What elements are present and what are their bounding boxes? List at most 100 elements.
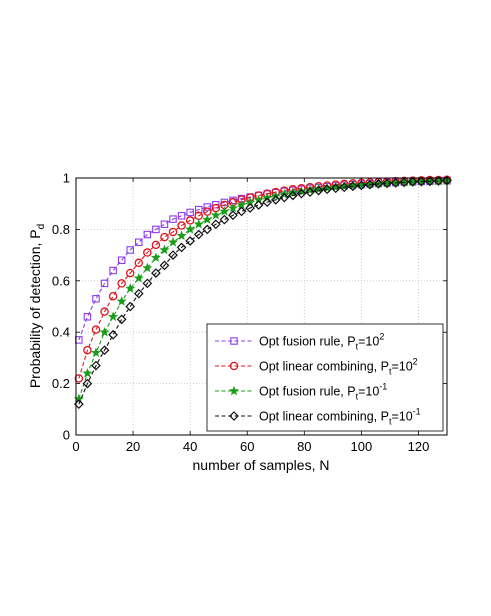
data-point	[229, 361, 239, 371]
data-point	[356, 180, 367, 191]
data-point	[364, 178, 375, 189]
legend-label-subscript: t	[356, 392, 359, 402]
legend-label-subscript: t	[389, 367, 392, 377]
data-point	[186, 208, 194, 217]
legend-label-main: Opt linear combining, P	[259, 410, 389, 424]
legend-label: Opt fusion rule, Pt=10-1	[259, 382, 387, 402]
data-point	[108, 291, 118, 301]
y-tick-label: 0.2	[52, 376, 70, 391]
data-point	[160, 220, 169, 229]
legend-label-superscript: -1	[379, 382, 387, 392]
legend-label-subscript: t	[389, 417, 392, 427]
data-point	[185, 216, 195, 225]
data-point	[109, 266, 117, 275]
data-point	[339, 182, 350, 193]
data-point	[134, 258, 144, 268]
data-point	[168, 227, 178, 237]
data-point	[356, 179, 367, 189]
data-point	[117, 279, 126, 288]
data-point	[99, 326, 110, 337]
data-point	[125, 283, 136, 293]
legend-label-superscript: 2	[379, 332, 384, 342]
data-point	[219, 214, 230, 225]
data-point	[288, 190, 298, 201]
series-group	[73, 175, 452, 410]
ticks-group: 0 20 40 60 80 100 120 0 0.2 0.4 0.6 0.8 1	[52, 171, 447, 454]
data-point	[228, 210, 238, 221]
legend-label-eq: =10	[391, 410, 412, 424]
legend-label-main: Opt fusion rule, P	[259, 385, 356, 399]
data-point	[91, 360, 101, 371]
data-point	[296, 188, 307, 199]
data-point	[92, 295, 100, 303]
data-point	[245, 203, 255, 213]
data-point	[229, 385, 239, 396]
data-point	[373, 179, 384, 189]
data-point	[236, 206, 247, 217]
data-point	[74, 374, 84, 383]
data-point	[133, 288, 144, 299]
legend-box	[206, 323, 444, 432]
data-point	[365, 179, 375, 190]
data-point	[330, 181, 341, 192]
data-point	[313, 185, 324, 196]
data-point	[227, 202, 238, 213]
legend-label: Opt linear combining, Pt=102	[259, 357, 418, 377]
data-point	[116, 314, 127, 325]
data-point	[219, 206, 230, 216]
series-diamond	[74, 175, 452, 410]
data-point	[176, 230, 187, 241]
data-point	[202, 214, 213, 224]
x-tick-label: 0	[72, 439, 79, 454]
data-point	[160, 232, 169, 242]
data-point	[202, 224, 213, 235]
data-point	[210, 210, 221, 220]
legend-entry: Opt linear combining, Pt=10-1	[215, 407, 421, 427]
data-point	[168, 237, 179, 247]
data-point	[322, 184, 332, 195]
data-point	[399, 177, 410, 188]
legend-label: Opt linear combining, Pt=10-1	[259, 407, 421, 427]
data-point	[99, 345, 110, 356]
data-point	[100, 307, 109, 316]
data-point	[407, 177, 418, 187]
data-point	[108, 311, 119, 322]
data-point	[305, 184, 315, 195]
data-point	[390, 178, 401, 188]
data-point	[270, 194, 281, 205]
legend-label-eq: =10	[358, 335, 379, 349]
data-point	[230, 337, 238, 345]
data-point	[142, 262, 153, 273]
legend-label-subscript: t	[356, 342, 359, 352]
data-point	[91, 325, 101, 334]
y-tick-label: 1	[63, 171, 70, 186]
plot-frame	[75, 177, 448, 436]
data-point	[83, 345, 92, 355]
legend-entry: Opt fusion rule, Pt=102	[215, 332, 384, 352]
y-tick-label: 0	[63, 428, 70, 443]
y-tick-label: 0.8	[52, 222, 70, 237]
series-line	[78, 180, 448, 405]
data-point	[347, 181, 358, 192]
data-point	[135, 238, 143, 247]
x-tick-label: 40	[183, 439, 197, 454]
legend-label-main: Opt linear combining, P	[259, 360, 389, 374]
data-point	[433, 176, 444, 186]
data-point	[203, 203, 212, 211]
data-point	[91, 347, 101, 357]
legend-label-eq: =10	[391, 360, 412, 374]
data-point	[82, 368, 93, 378]
legend-label-superscript: 2	[413, 357, 418, 367]
legend-entry: Opt linear combining, Pt=102	[215, 357, 418, 377]
data-point	[125, 301, 136, 312]
legend-label-superscript: -1	[413, 407, 421, 417]
legend-label-main: Opt fusion rule, P	[259, 335, 356, 349]
data-point	[126, 246, 134, 254]
data-point	[339, 180, 350, 191]
data-point	[176, 242, 187, 253]
legend-entry: Opt fusion rule, Pt=10-1	[215, 382, 387, 402]
y-axis-label-main: Probability of detection, P	[27, 229, 43, 388]
data-point	[425, 176, 435, 187]
data-point	[322, 182, 333, 193]
data-point	[177, 212, 186, 220]
